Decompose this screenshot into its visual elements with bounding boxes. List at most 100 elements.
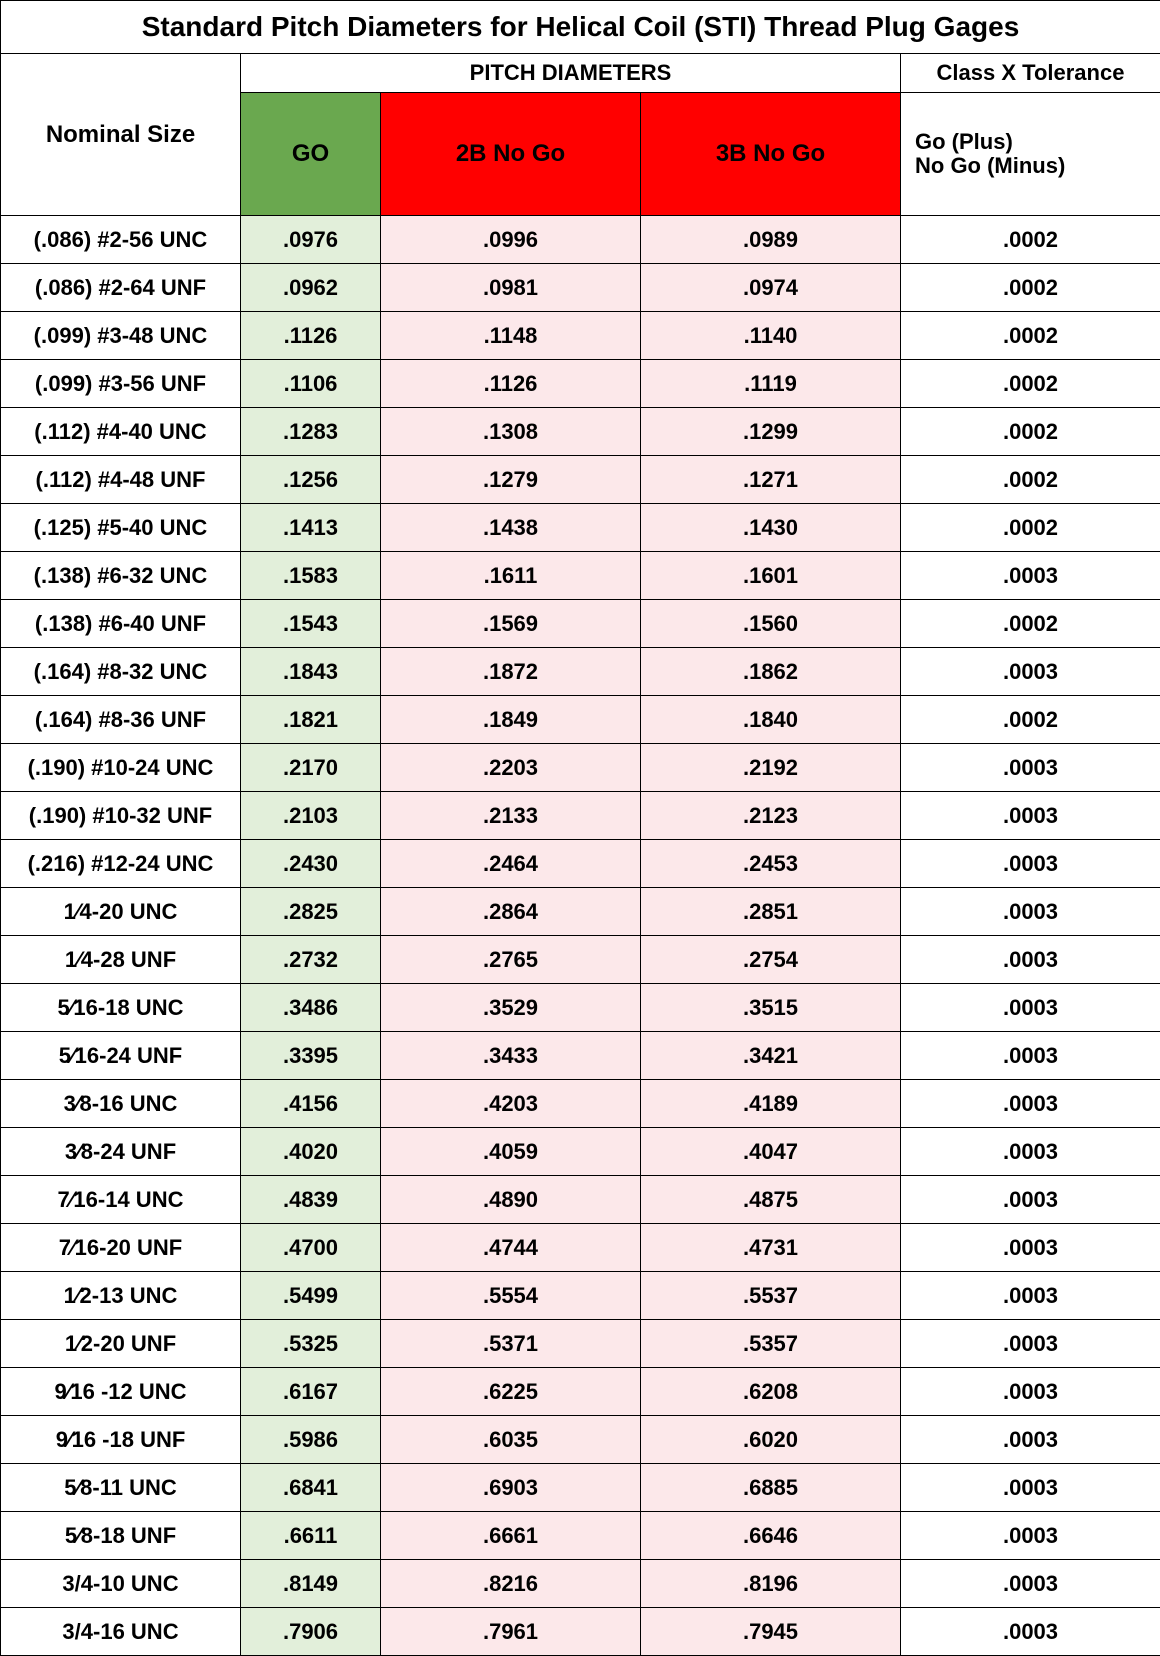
cell-tolerance: .0003: [901, 840, 1160, 888]
cell-nominal: 5⁄16-24 UNF: [1, 1032, 241, 1080]
cell-nominal: (.112) #4-40 UNC: [1, 408, 241, 456]
cell-2b-nogo: .2765: [381, 936, 641, 984]
table-row: 1⁄2-13 UNC.5499.5554.5537.0003: [1, 1272, 1160, 1320]
table-row: (.112) #4-48 UNF.1256.1279.1271.0002: [1, 456, 1160, 504]
cell-tolerance: .0003: [901, 552, 1160, 600]
cell-tolerance: .0003: [901, 1608, 1160, 1656]
table-row: 9⁄16 -18 UNF.5986.6035.6020.0003: [1, 1416, 1160, 1464]
cell-3b-nogo: .1560: [641, 600, 901, 648]
cell-2b-nogo: .5371: [381, 1320, 641, 1368]
cell-tolerance: .0002: [901, 696, 1160, 744]
table-row: 3⁄8-16 UNC.4156.4203.4189.0003: [1, 1080, 1160, 1128]
cell-tolerance: .0003: [901, 1128, 1160, 1176]
cell-go: .0976: [241, 216, 381, 264]
cell-nominal: 7⁄16-20 UNF: [1, 1224, 241, 1272]
cell-2b-nogo: .2203: [381, 744, 641, 792]
cell-2b-nogo: .8216: [381, 1560, 641, 1608]
col-header-classx: Class X Tolerance: [901, 54, 1160, 93]
cell-go: .6611: [241, 1512, 381, 1560]
cell-nominal: 3⁄8-16 UNC: [1, 1080, 241, 1128]
cell-go: .6841: [241, 1464, 381, 1512]
cell-tolerance: .0002: [901, 408, 1160, 456]
cell-2b-nogo: .1438: [381, 504, 641, 552]
cell-nominal: (.216) #12-24 UNC: [1, 840, 241, 888]
table-row: 1⁄4-20 UNC.2825.2864.2851.0003: [1, 888, 1160, 936]
cell-nominal: (.190) #10-24 UNC: [1, 744, 241, 792]
cell-go: .4839: [241, 1176, 381, 1224]
cell-go: .1413: [241, 504, 381, 552]
table-row: (.086) #2-64 UNF.0962.0981.0974.0002: [1, 264, 1160, 312]
cell-2b-nogo: .1849: [381, 696, 641, 744]
table-row: 5⁄8-11 UNC.6841.6903.6885.0003: [1, 1464, 1160, 1512]
cell-3b-nogo: .1601: [641, 552, 901, 600]
cell-go: .3395: [241, 1032, 381, 1080]
col-header-pitch-group: PITCH DIAMETERS: [241, 54, 901, 93]
cell-3b-nogo: .1862: [641, 648, 901, 696]
cell-tolerance: .0003: [901, 1320, 1160, 1368]
cell-go: .4156: [241, 1080, 381, 1128]
table-row: (.138) #6-40 UNF.1543.1569.1560.0002: [1, 600, 1160, 648]
cell-nominal: (.099) #3-48 UNC: [1, 312, 241, 360]
cell-2b-nogo: .3529: [381, 984, 641, 1032]
cell-go: .4700: [241, 1224, 381, 1272]
cell-nominal: (.112) #4-48 UNF: [1, 456, 241, 504]
cell-2b-nogo: .5554: [381, 1272, 641, 1320]
cell-3b-nogo: .2192: [641, 744, 901, 792]
cell-2b-nogo: .1126: [381, 360, 641, 408]
cell-2b-nogo: .0981: [381, 264, 641, 312]
tol-line2: No Go (Minus): [915, 153, 1065, 178]
table-row: (.164) #8-36 UNF.1821.1849.1840.0002: [1, 696, 1160, 744]
cell-tolerance: .0002: [901, 504, 1160, 552]
table-row: (.164) #8-32 UNC.1843.1872.1862.0003: [1, 648, 1160, 696]
cell-tolerance: .0003: [901, 1224, 1160, 1272]
cell-2b-nogo: .4890: [381, 1176, 641, 1224]
cell-tolerance: .0002: [901, 216, 1160, 264]
table-row: 3⁄8-24 UNF.4020.4059.4047.0003: [1, 1128, 1160, 1176]
cell-tolerance: .0003: [901, 1368, 1160, 1416]
cell-tolerance: .0003: [901, 1560, 1160, 1608]
table-row: 7⁄16-20 UNF.4700.4744.4731.0003: [1, 1224, 1160, 1272]
cell-nominal: (.138) #6-40 UNF: [1, 600, 241, 648]
cell-3b-nogo: .8196: [641, 1560, 901, 1608]
cell-2b-nogo: .6035: [381, 1416, 641, 1464]
cell-go: .6167: [241, 1368, 381, 1416]
table-row: 7⁄16-14 UNC.4839.4890.4875.0003: [1, 1176, 1160, 1224]
cell-2b-nogo: .1872: [381, 648, 641, 696]
table-row: 1⁄4-28 UNF.2732.2765.2754.0003: [1, 936, 1160, 984]
cell-nominal: (.138) #6-32 UNC: [1, 552, 241, 600]
cell-nominal: 5⁄16-18 UNC: [1, 984, 241, 1032]
table-row: 5⁄8-18 UNF.6611.6661.6646.0003: [1, 1512, 1160, 1560]
cell-tolerance: .0002: [901, 312, 1160, 360]
table-row: (.125) #5-40 UNC.1413.1438.1430.0002: [1, 504, 1160, 552]
cell-2b-nogo: .4059: [381, 1128, 641, 1176]
table-row: 5⁄16-24 UNF.3395.3433.3421.0003: [1, 1032, 1160, 1080]
col-header-nominal: Nominal Size: [1, 54, 241, 216]
cell-tolerance: .0002: [901, 360, 1160, 408]
cell-nominal: 3/4-16 UNC: [1, 1608, 241, 1656]
cell-go: .2170: [241, 744, 381, 792]
cell-2b-nogo: .1308: [381, 408, 641, 456]
table-row: (.190) #10-32 UNF.2103.2133.2123.0003: [1, 792, 1160, 840]
cell-tolerance: .0003: [901, 1272, 1160, 1320]
cell-tolerance: .0003: [901, 1032, 1160, 1080]
cell-3b-nogo: .0974: [641, 264, 901, 312]
cell-nominal: (.125) #5-40 UNC: [1, 504, 241, 552]
cell-tolerance: .0002: [901, 600, 1160, 648]
cell-nominal: (.086) #2-56 UNC: [1, 216, 241, 264]
cell-go: .2732: [241, 936, 381, 984]
table-row: 5⁄16-18 UNC.3486.3529.3515.0003: [1, 984, 1160, 1032]
cell-tolerance: .0003: [901, 888, 1160, 936]
cell-go: .1583: [241, 552, 381, 600]
cell-3b-nogo: .6885: [641, 1464, 901, 1512]
cell-3b-nogo: .1271: [641, 456, 901, 504]
col-header-2b-nogo: 2B No Go: [381, 93, 641, 216]
cell-nominal: (.164) #8-32 UNC: [1, 648, 241, 696]
cell-go: .7906: [241, 1608, 381, 1656]
col-header-tolerance: Go (Plus) No Go (Minus): [901, 93, 1160, 216]
cell-nominal: 3⁄8-24 UNF: [1, 1128, 241, 1176]
cell-3b-nogo: .2453: [641, 840, 901, 888]
cell-tolerance: .0003: [901, 936, 1160, 984]
table-wrapper: Standard Pitch Diameters for Helical Coi…: [0, 0, 1160, 1656]
cell-3b-nogo: .6646: [641, 1512, 901, 1560]
cell-3b-nogo: .7945: [641, 1608, 901, 1656]
